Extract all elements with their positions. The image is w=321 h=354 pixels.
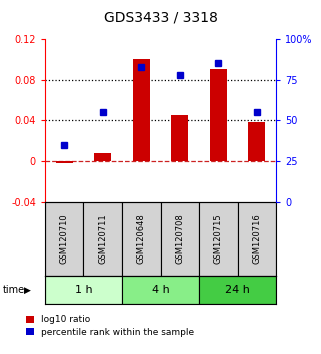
Bar — [133, 59, 150, 161]
Bar — [122, 202, 160, 276]
Bar — [56, 161, 73, 163]
Text: GSM120710: GSM120710 — [60, 213, 69, 264]
Bar — [248, 122, 265, 161]
Bar — [199, 276, 276, 304]
Bar — [45, 276, 122, 304]
Text: 1 h: 1 h — [75, 285, 92, 295]
Text: GSM120715: GSM120715 — [214, 213, 223, 264]
Bar — [83, 202, 122, 276]
Bar — [160, 202, 199, 276]
Bar — [210, 69, 227, 161]
Bar — [199, 202, 238, 276]
Bar — [171, 115, 188, 161]
Text: 24 h: 24 h — [225, 285, 250, 295]
Bar — [238, 202, 276, 276]
Text: GDS3433 / 3318: GDS3433 / 3318 — [104, 11, 217, 25]
Bar — [45, 202, 83, 276]
Text: GSM120711: GSM120711 — [98, 213, 107, 264]
Text: GSM120708: GSM120708 — [175, 213, 184, 264]
Text: time: time — [3, 285, 25, 295]
Text: GSM120716: GSM120716 — [252, 213, 261, 264]
Bar — [94, 153, 111, 161]
Text: 4 h: 4 h — [152, 285, 169, 295]
Text: GSM120648: GSM120648 — [137, 213, 146, 264]
Text: ▶: ▶ — [24, 286, 31, 295]
Bar — [122, 276, 199, 304]
Legend: log10 ratio, percentile rank within the sample: log10 ratio, percentile rank within the … — [24, 313, 196, 339]
